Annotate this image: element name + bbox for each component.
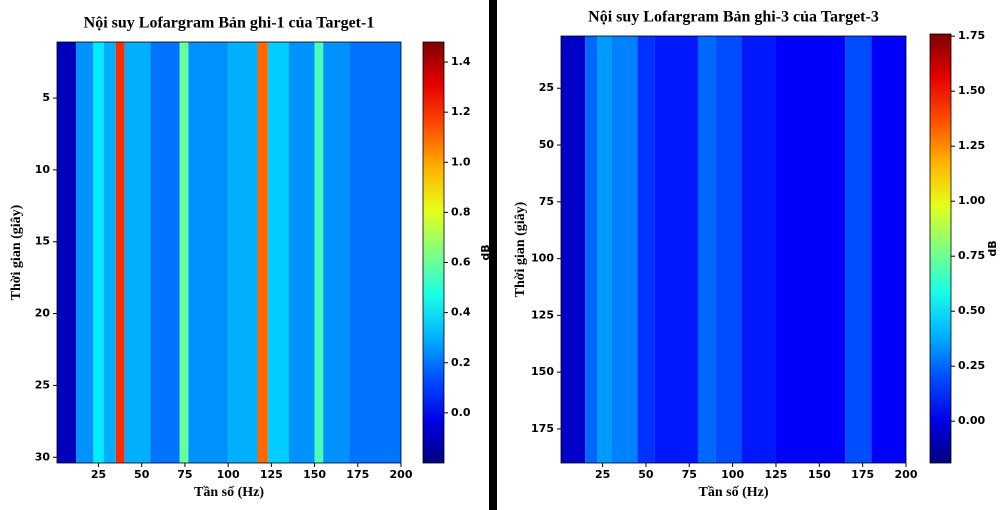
colorbar-tick-label: 1.2 [451,105,471,118]
heat-cell [741,36,776,463]
heat-cell [103,42,116,463]
colorbar [929,33,952,464]
x-tick-label: 200 [390,468,413,481]
chart-title: Nội suy Lofargram Bản ghi-1 của Target-1 [84,15,375,32]
x-tick-label: 100 [721,468,744,481]
x-tick-label: 175 [851,468,874,481]
heat-cell [597,36,612,463]
colorbar-tick-label: 0.0 [451,406,471,419]
x-tick-label: 200 [895,468,918,481]
x-tick-label: 125 [764,468,787,481]
heat-cell [715,36,742,463]
x-tick-label: 150 [808,468,831,481]
colorbar-tick-label: 0.00 [958,414,985,427]
heat-cell [611,36,638,463]
heat-cell [257,42,268,463]
y-tick-label: 125 [531,308,554,321]
heat-cell [179,42,189,463]
x-tick-label: 75 [682,468,697,481]
plot-frame [56,41,402,464]
colorbar-tick-label: 0.8 [451,205,471,218]
y-tick-label: 5 [42,91,50,104]
heat-cell [697,36,716,463]
y-tick-label: 20 [35,307,51,320]
heat-cell [845,36,872,463]
colorbar-label: dB [986,240,999,256]
heat-cell [654,36,698,463]
colorbar-tick-label: 1.50 [958,84,985,97]
y-tick-label: 25 [539,81,554,94]
y-tick-label: 175 [531,422,554,435]
heat-cell [228,42,258,463]
colorbar-label: dB [479,244,492,260]
x-tick-label: 150 [303,468,326,481]
colorbar-tick-label: 1.75 [958,29,985,42]
colorbar-tick-label: 1.0 [451,155,471,168]
x-tick-label: 25 [91,468,106,481]
colorbar-tick-label: 1.00 [958,194,985,207]
heat-cell [150,42,180,463]
x-tick-label: 50 [638,468,654,481]
plot-frame [560,35,907,464]
colorbar-tick-label: 0.25 [958,359,985,372]
colorbar-tick-label: 1.4 [451,55,471,68]
heat-cell [93,42,104,463]
chart-title: Nội suy Lofargram Bản ghi-3 của Target-3 [588,9,879,26]
heat-cell [775,36,846,463]
heat-cell [188,42,229,463]
colorbar-tick-label: 0.50 [958,304,985,317]
y-tick-label: 75 [539,195,554,208]
x-axis-label: Tần số (Hz) [699,485,769,500]
heat-cell [124,42,151,463]
heat-cell [871,36,906,463]
y-axis-label: Thời gian (giây) [9,204,24,300]
y-tick-label: 50 [539,138,555,151]
x-tick-label: 50 [134,468,150,481]
heat-cell [561,36,586,463]
colorbar-tick-label: 0.4 [451,306,471,319]
x-tick-label: 125 [260,468,283,481]
y-tick-label: 100 [531,252,554,265]
heat-cell [76,42,94,463]
y-tick-label: 30 [35,450,51,463]
x-axis-label: Tần số (Hz) [194,485,264,500]
x-tick-label: 175 [346,468,369,481]
heat-cell [115,42,125,463]
y-tick-label: 15 [35,235,50,248]
heat-cell [349,42,401,463]
heat-cell [637,36,655,463]
heat-cell [57,42,77,463]
heat-cell [288,42,315,463]
heat-cell [585,36,598,463]
y-tick-label: 10 [35,163,51,176]
y-tick-label: 150 [531,365,554,378]
x-tick-label: 75 [177,468,192,481]
divider [489,0,497,510]
colorbar-tick-label: 1.25 [958,139,985,152]
colorbar-tick-label: 0.75 [958,249,985,262]
colorbar-tick-label: 0.6 [451,256,471,269]
heat-cell [267,42,289,463]
y-axis-label: Thời gian (giây) [513,201,528,297]
heat-cell [323,42,350,463]
colorbar-tick-label: 0.2 [451,356,471,369]
x-tick-label: 100 [217,468,240,481]
colorbar [422,41,445,464]
y-tick-label: 25 [35,378,50,391]
heat-cell [314,42,324,463]
x-tick-label: 25 [595,468,610,481]
